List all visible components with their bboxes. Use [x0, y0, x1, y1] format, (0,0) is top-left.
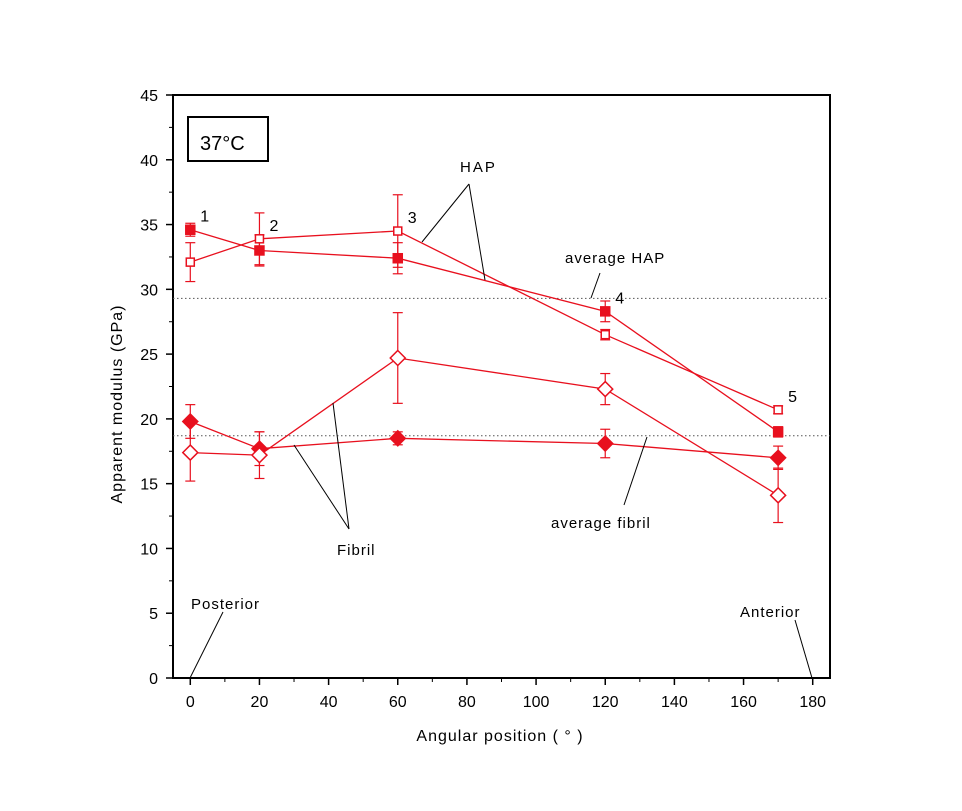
- temperature-value: 37: [200, 133, 222, 155]
- data-point: [389, 349, 407, 367]
- point-number-label: 2: [269, 218, 278, 235]
- y-tick-label: 5: [149, 606, 158, 623]
- data-point: [769, 449, 787, 467]
- x-tick-label: 120: [592, 694, 619, 711]
- x-tick-label: 0: [186, 694, 195, 711]
- temperature-label: 37°C: [200, 133, 245, 155]
- x-tick-label: 160: [730, 694, 757, 711]
- series-line: [190, 357, 779, 496]
- fibril-leader-2: [293, 444, 350, 530]
- point-number-label: 1: [200, 209, 209, 226]
- data-point: [389, 429, 407, 447]
- temperature-box: 37°C: [187, 116, 269, 162]
- point-number-label: 5: [788, 389, 797, 406]
- x-tick-label: 40: [320, 694, 338, 711]
- x-axis-label: Angular position ( ° ): [416, 728, 583, 745]
- series-open-diamond: [181, 312, 787, 524]
- data-point: [254, 234, 265, 244]
- hap-leader-2: [468, 183, 486, 281]
- data-point: [772, 426, 784, 438]
- temperature-unit: °C: [222, 133, 244, 155]
- x-tick-label: 180: [799, 694, 826, 711]
- average-fibril-leader: [623, 436, 648, 506]
- data-point: [596, 434, 614, 453]
- data-point: [600, 329, 610, 340]
- data-point: [181, 444, 199, 462]
- hap-leader-1: [421, 183, 470, 243]
- temperature-box-frame: [187, 116, 269, 162]
- x-tick-label: 20: [251, 694, 269, 711]
- y-axis: 0 5 10 15 20 25 30 35 40 45: [140, 88, 173, 688]
- data-point: [250, 446, 269, 464]
- x-tick-label: 60: [389, 694, 407, 711]
- y-tick-label: 10: [140, 541, 158, 558]
- data-point: [185, 224, 196, 235]
- y-tick-label: 40: [140, 153, 158, 170]
- y-tick-label: 25: [140, 347, 158, 364]
- y-tick-label: 20: [140, 412, 158, 429]
- series-filled-square: [185, 222, 784, 438]
- x-tick-label: 80: [458, 694, 476, 711]
- posterior-leader: [189, 611, 224, 679]
- data-point: [599, 306, 611, 317]
- annotation-leader-lines: [189, 183, 813, 679]
- point-number-labels: 1 2 3 4 5: [200, 209, 797, 406]
- y-tick-label: 15: [140, 477, 158, 494]
- series-open-square: [185, 194, 784, 415]
- hap-annotation: HAP: [460, 159, 497, 176]
- data-point: [185, 257, 196, 267]
- posterior-annotation: Posterior: [191, 596, 260, 613]
- data-point: [773, 405, 783, 415]
- y-axis-label: Apparent modulus (GPa): [109, 305, 126, 504]
- series-line: [190, 420, 779, 459]
- y-tick-label: 35: [140, 218, 158, 235]
- y-tick-label: 45: [140, 88, 158, 105]
- anterior-annotation: Anterior: [740, 604, 801, 621]
- series-filled-diamond: [181, 404, 787, 471]
- anterior-leader: [794, 619, 813, 679]
- fibril-leader-1: [332, 402, 350, 530]
- x-tick-label: 100: [523, 694, 550, 711]
- x-axis: 0 20 40 60 80 100 120 140 160 180: [186, 678, 826, 711]
- fibril-annotation: Fibril: [337, 542, 376, 559]
- average-fibril-annotation: average fibril: [551, 515, 651, 532]
- plot-area-frame: [172, 94, 831, 679]
- average-hap-leader: [590, 272, 601, 299]
- x-tick-label: 140: [661, 694, 688, 711]
- data-point: [769, 486, 787, 504]
- series-line: [190, 229, 779, 433]
- series-line: [190, 230, 779, 411]
- y-tick-label: 0: [149, 671, 158, 688]
- reference-lines: [173, 297, 830, 437]
- data-series: [181, 194, 787, 524]
- point-number-label: 4: [615, 290, 624, 307]
- data-point: [596, 380, 614, 398]
- point-number-label: 3: [408, 210, 417, 227]
- average-hap-annotation: average HAP: [565, 250, 665, 267]
- data-point: [393, 226, 403, 236]
- y-tick-label: 30: [140, 282, 158, 299]
